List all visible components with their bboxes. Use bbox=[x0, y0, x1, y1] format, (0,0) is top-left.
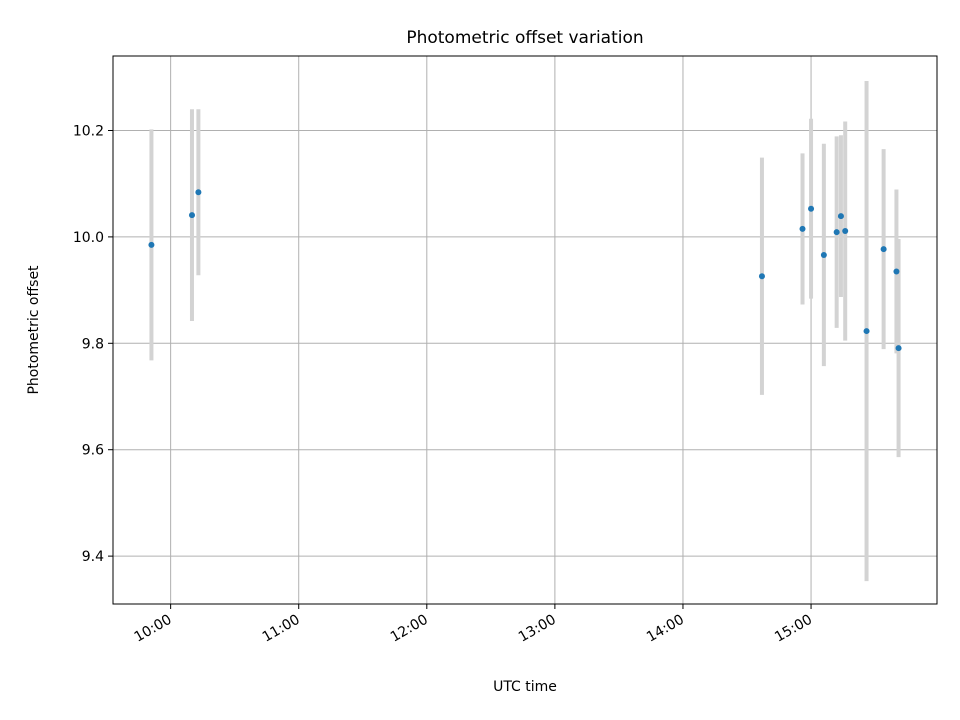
data-points bbox=[148, 189, 902, 352]
x-tick-label: 11:00 bbox=[260, 612, 303, 646]
data-point bbox=[833, 229, 840, 236]
data-point bbox=[837, 213, 844, 220]
data-point bbox=[188, 212, 195, 219]
data-point bbox=[148, 241, 155, 248]
data-point bbox=[820, 251, 827, 258]
data-point bbox=[799, 225, 806, 232]
x-tick-label: 13:00 bbox=[516, 612, 559, 646]
plot-area bbox=[112, 55, 938, 605]
y-ticks: 9.4 9.6 9.8 10.0 10.2 bbox=[73, 123, 113, 565]
y-tick-label: 9.8 bbox=[82, 336, 104, 352]
x-tick-label: 15:00 bbox=[772, 612, 815, 646]
data-point bbox=[893, 268, 900, 275]
x-tick-label: 10:00 bbox=[132, 612, 175, 646]
data-point bbox=[895, 345, 902, 352]
y-tick-label: 10.2 bbox=[73, 123, 104, 139]
x-axis-label: UTC time bbox=[493, 679, 557, 695]
grid bbox=[113, 56, 937, 604]
y-tick-label: 9.4 bbox=[82, 549, 104, 565]
x-ticks: 10:00 11:00 12:00 13:00 14:00 15:00 bbox=[132, 604, 815, 646]
y-axis-label: Photometric offset bbox=[26, 265, 42, 395]
data-point bbox=[808, 205, 815, 212]
data-point bbox=[863, 328, 870, 335]
x-tick-label: 14:00 bbox=[644, 612, 687, 646]
data-point bbox=[195, 189, 202, 196]
errorbars bbox=[149, 81, 901, 582]
y-tick-label: 10.0 bbox=[73, 230, 104, 246]
data-point bbox=[758, 273, 765, 280]
y-tick-label: 9.6 bbox=[82, 443, 104, 459]
chart-title: Photometric offset variation bbox=[406, 28, 643, 48]
x-tick-label: 12:00 bbox=[388, 612, 431, 646]
data-point bbox=[880, 246, 887, 253]
data-point bbox=[842, 228, 849, 235]
